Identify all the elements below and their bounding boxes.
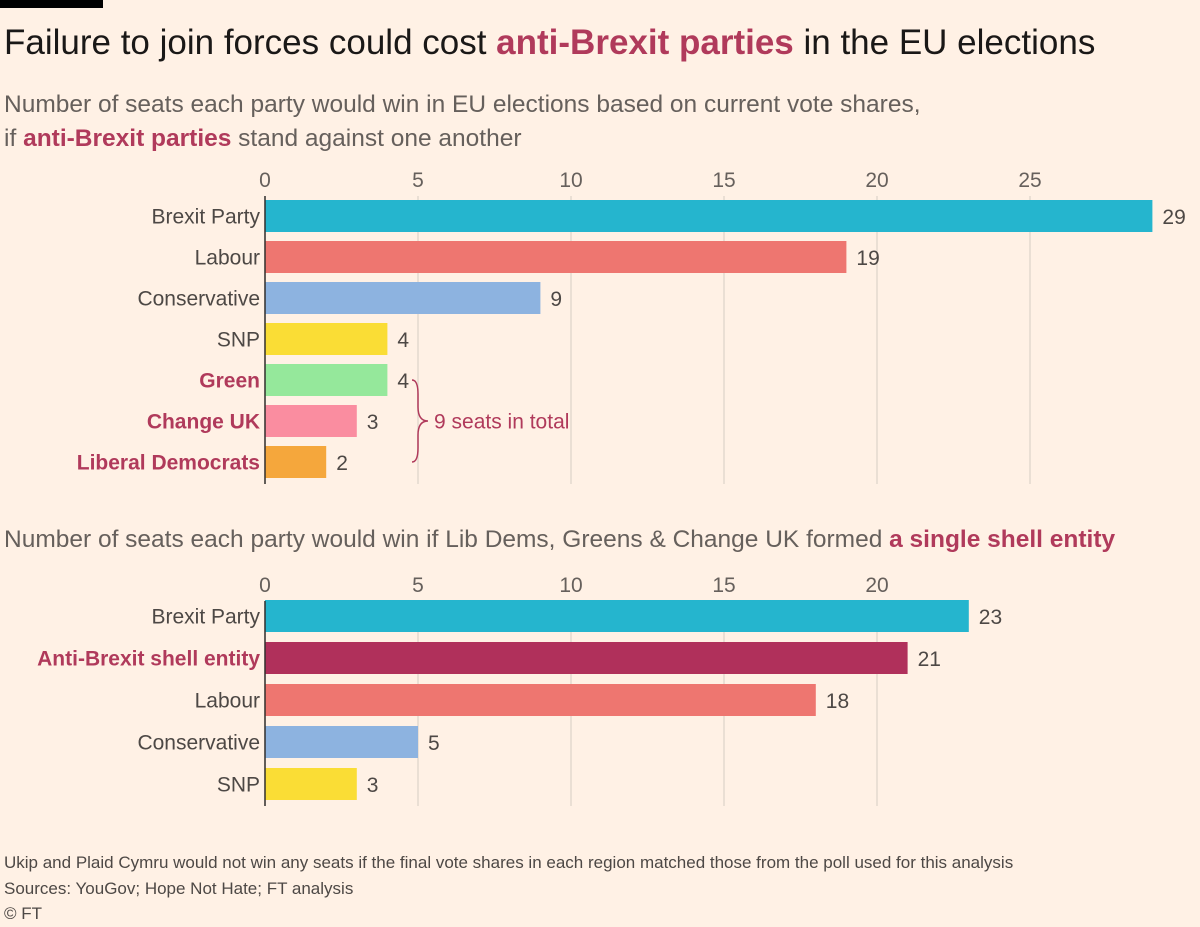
category-label-labour: Labour (195, 690, 260, 713)
value-label-snp: 3 (367, 774, 379, 797)
value-label-anti-brexit-shell-entity: 21 (918, 648, 941, 671)
bar-conservative (265, 282, 541, 314)
category-label-change-uk: Change UK (147, 411, 260, 434)
bar-brexit-party (265, 200, 1153, 232)
x-tick-label-10: 10 (559, 169, 582, 192)
chart-subtitle-1: Number of seats each party would win in … (4, 91, 921, 152)
category-label-brexit-party: Brexit Party (151, 606, 260, 629)
x-tick-label-15: 15 (712, 574, 735, 597)
value-label-labour: 19 (856, 247, 879, 270)
x-tick-label-5: 5 (412, 574, 424, 597)
x-tick-label-20: 20 (865, 574, 888, 597)
chart-subtitle-2: Number of seats each party would win if … (4, 526, 1116, 553)
bar-chart-single-entity: 0 5 10 15 20 Brexit Party 23 Anti-Brexit shell … (37, 574, 1002, 806)
category-label-conservative: Conservative (137, 288, 260, 311)
bar-green (265, 364, 388, 396)
bar-anti-brexit-shell-entity (265, 642, 908, 674)
bar-labour (265, 684, 816, 716)
category-label-green: Green (199, 370, 260, 393)
category-label-labour: Labour (195, 247, 260, 270)
annotation-label: 9 seats in total (434, 411, 569, 434)
category-label-snp: SNP (217, 774, 260, 797)
bar-brexit-party (265, 600, 969, 632)
copyright: © FT (4, 904, 43, 923)
value-label-brexit-party: 23 (979, 606, 1002, 629)
footnote: Ukip and Plaid Cymru would not win any s… (4, 853, 1014, 872)
category-label-brexit-party: Brexit Party (151, 206, 260, 229)
value-label-conservative: 9 (550, 288, 562, 311)
value-label-liberal-democrats: 2 (336, 452, 348, 475)
x-tick-label-20: 20 (865, 169, 888, 192)
category-label-anti-brexit-shell-entity: Anti-Brexit shell entity (37, 648, 260, 671)
sources: Sources: YouGov; Hope Not Hate; FT analy… (4, 879, 354, 898)
bar-snp (265, 323, 388, 355)
x-tick-label-0: 0 (259, 169, 271, 192)
x-tick-label-15: 15 (712, 169, 735, 192)
x-tick-label-5: 5 (412, 169, 424, 192)
value-label-labour: 18 (826, 690, 849, 713)
value-label-brexit-party: 29 (1162, 206, 1185, 229)
category-label-snp: SNP (217, 329, 260, 352)
value-label-change-uk: 3 (367, 411, 379, 434)
bar-conservative (265, 726, 418, 758)
value-label-green: 4 (397, 370, 409, 393)
value-label-conservative: 5 (428, 732, 440, 755)
ft-brand-bar (0, 0, 103, 8)
category-label-liberal-democrats: Liberal Democrats (77, 452, 260, 475)
bar-change-uk (265, 405, 357, 437)
chart-title: Failure to join forces could cost anti-B… (4, 23, 1096, 62)
x-tick-label-10: 10 (559, 574, 582, 597)
x-tick-label-25: 25 (1018, 169, 1041, 192)
value-label-snp: 4 (397, 329, 409, 352)
annotation-brace (411, 379, 429, 463)
x-tick-label-0: 0 (259, 574, 271, 597)
bar-labour (265, 241, 847, 273)
bar-liberal-democrats (265, 446, 327, 478)
bar-snp (265, 768, 357, 800)
category-label-conservative: Conservative (137, 732, 260, 755)
